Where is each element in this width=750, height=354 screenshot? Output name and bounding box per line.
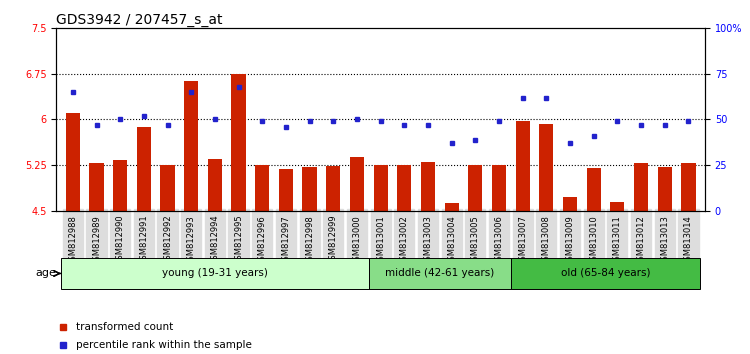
Bar (136, 127, 151, 211)
Bar (445, 203, 459, 211)
Text: transformed count: transformed count (76, 322, 173, 332)
Text: middle (42-61 years): middle (42-61 years) (386, 268, 494, 279)
Bar (586, 168, 601, 211)
Bar (374, 165, 388, 211)
Bar (681, 163, 695, 211)
Bar (61, 258, 369, 289)
Bar (421, 162, 435, 211)
Bar (511, 258, 700, 289)
Bar (326, 166, 340, 211)
Bar (492, 165, 506, 211)
Text: age: age (36, 268, 57, 279)
Bar (232, 74, 246, 211)
Text: old (65-84 years): old (65-84 years) (561, 268, 650, 279)
Bar (350, 157, 364, 211)
Bar (539, 124, 554, 211)
Bar (89, 163, 104, 211)
Bar (515, 121, 529, 211)
Text: percentile rank within the sample: percentile rank within the sample (76, 340, 251, 350)
Text: GDS3942 / 207457_s_at: GDS3942 / 207457_s_at (56, 13, 223, 27)
Bar (255, 165, 269, 211)
Bar (113, 160, 128, 211)
Bar (563, 197, 578, 211)
Bar (302, 167, 316, 211)
Bar (66, 113, 80, 211)
Bar (468, 165, 482, 211)
Bar (634, 163, 648, 211)
Bar (208, 159, 222, 211)
Bar (658, 167, 672, 211)
Bar (160, 165, 175, 211)
Text: young (19-31 years): young (19-31 years) (162, 268, 268, 279)
Bar (184, 81, 198, 211)
Bar (279, 169, 293, 211)
Bar (369, 258, 511, 289)
Bar (610, 201, 625, 211)
Bar (398, 165, 412, 211)
